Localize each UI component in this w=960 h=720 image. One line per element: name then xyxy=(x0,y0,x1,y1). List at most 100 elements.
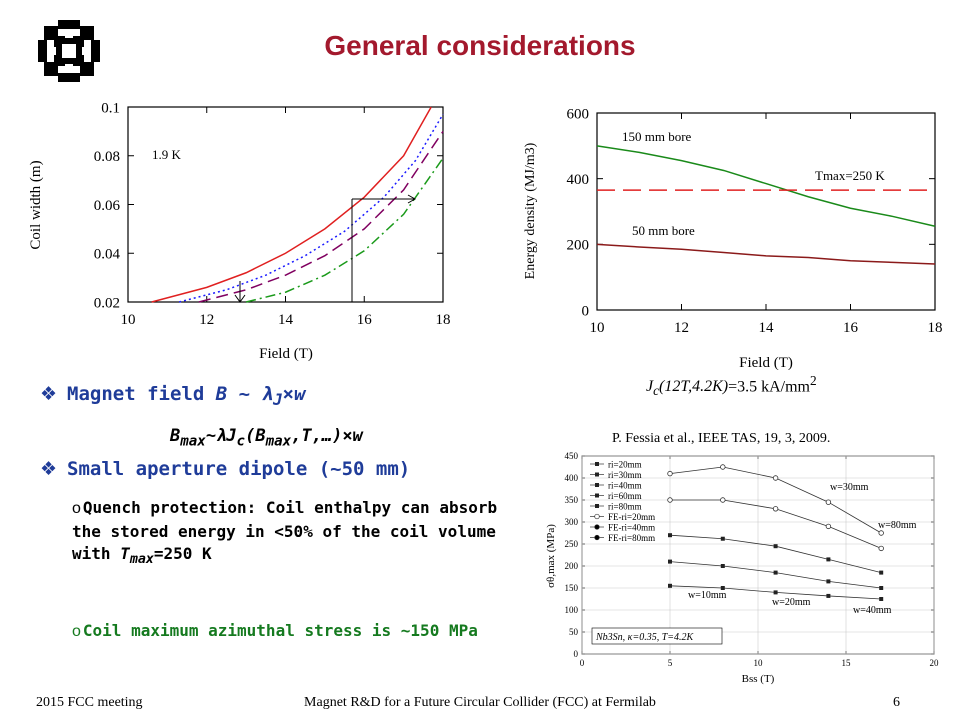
circle-bullet-icon: o xyxy=(72,500,81,517)
slide-title: General considerations xyxy=(324,30,636,61)
y-axis-label: Energy density (MJ/m3) xyxy=(523,142,538,279)
x-tick-label: 12 xyxy=(199,312,214,328)
x-tick-label: 16 xyxy=(357,312,373,328)
energy-series-2 xyxy=(596,243,936,265)
y-tick-label: 200 xyxy=(565,561,579,571)
y-tick-label: 0.06 xyxy=(94,198,121,214)
y-tick-label: 200 xyxy=(567,238,590,254)
diamond-bullet-icon: ❖ xyxy=(40,458,58,480)
y-axis-label: σθ,max (MPa) xyxy=(545,524,557,588)
y-tick-label: 100 xyxy=(565,605,579,615)
legend-marker xyxy=(595,472,599,477)
legend-entry: FE-ri=40mm xyxy=(608,523,655,533)
stress-point xyxy=(667,470,673,477)
legend-entry: ri=20mm xyxy=(608,460,642,470)
stress-point xyxy=(667,497,673,503)
y-tick-label: 600 xyxy=(567,106,590,122)
reference-citation: P. Fessia et al., IEEE TAS, 19, 3, 2009. xyxy=(612,431,831,446)
x-tick-label: 14 xyxy=(759,320,775,336)
x-tick-label: 18 xyxy=(928,320,943,336)
x-tick-label: 10 xyxy=(590,320,605,336)
legend-entry: FE-ri=20mm xyxy=(608,512,655,522)
y-tick-label: 350 xyxy=(565,495,579,505)
footer-title: Magnet R&D for a Future Circular Collide… xyxy=(304,695,656,710)
stress-series-3 xyxy=(669,534,882,573)
footer-page-number: 6 xyxy=(893,695,900,710)
stress-point xyxy=(720,564,725,568)
y-tick-label: 0 xyxy=(582,303,590,319)
legend-marker xyxy=(595,483,599,487)
x-tick-label: 14 xyxy=(278,312,294,328)
stress-point xyxy=(720,586,725,590)
stress-point xyxy=(825,499,832,505)
stress-point xyxy=(668,559,672,564)
x-axis-label: Bss (T) xyxy=(742,673,775,685)
stress-series-2 xyxy=(669,561,882,589)
stress-point xyxy=(826,593,831,598)
w-label-10: w=10mm xyxy=(688,590,727,601)
x-tick-label: 0 xyxy=(580,658,585,668)
stress-point xyxy=(773,570,778,575)
field-formula: B ~ λJ×w xyxy=(215,383,306,409)
legend-entry: ri=60mm xyxy=(608,491,642,501)
stress-point xyxy=(720,464,726,470)
coil-width-series-2 xyxy=(179,113,444,303)
y-tick-label: 50 xyxy=(569,627,579,637)
sub-bullet-quench-protection: o Quench protection: Coil enthalpy can ab… xyxy=(72,498,498,568)
coil-width-series-3 xyxy=(198,130,444,303)
legend-marker xyxy=(595,493,599,498)
coil-width-chart: 10 12 14 16 18 0.02 0.04 0.06 0.08 0.1 1.9 K Fiel… xyxy=(28,100,451,362)
circle-bullet-icon: o xyxy=(72,623,81,640)
legend-entry: FE-ri=80mm xyxy=(608,533,655,543)
stress-point xyxy=(720,497,726,503)
y-tick-label: 450 xyxy=(565,451,579,461)
bullet-magnet-field: ❖ Magnet field B ~ λJ×w xyxy=(40,383,306,409)
stress-point xyxy=(772,506,779,512)
y-tick-label: 150 xyxy=(565,583,579,593)
stress-point xyxy=(772,475,779,481)
legend-entry: ri=80mm xyxy=(608,502,642,512)
sub-bullet-azimuthal-stress: o Coil maximum azimuthal stress is ~150 M… xyxy=(72,621,478,640)
y-tick-label: 0.1 xyxy=(101,100,120,116)
y-tick-label: 0 xyxy=(574,649,579,659)
stress-point xyxy=(878,545,884,552)
diamond-bullet-icon: ❖ xyxy=(40,383,58,405)
legend-marker xyxy=(594,524,600,530)
series-label-tmax: Tmax=250 K xyxy=(815,168,885,183)
x-tick-label: 5 xyxy=(668,658,673,668)
y-tick-label: 300 xyxy=(565,517,579,527)
y-tick-label: 0.02 xyxy=(94,295,120,311)
stress-point xyxy=(773,544,778,549)
temperature-label: 1.9 K xyxy=(152,147,182,162)
w-label-40: w=40mm xyxy=(853,605,892,616)
y-tick-label: 400 xyxy=(567,172,590,188)
legend-entry: ri=30mm xyxy=(608,470,642,480)
stress-point xyxy=(879,597,884,601)
w-label-80: w=80mm xyxy=(878,520,917,531)
legend-entry: ri=40mm xyxy=(608,481,642,491)
fermilab-logo xyxy=(38,20,100,82)
x-tick-label: 12 xyxy=(674,320,689,336)
x-axis-label: Field (T) xyxy=(259,346,313,362)
x-tick-label: 10 xyxy=(121,312,136,328)
w-label-30: w=30mm xyxy=(830,482,869,493)
stress-point xyxy=(826,557,831,562)
inset-label: Nb3Sn, κ=0.35, T=4.2K xyxy=(595,632,695,643)
coil-width-series-1 xyxy=(151,106,432,303)
stress-point xyxy=(879,570,884,575)
y-tick-label: 0.08 xyxy=(94,149,120,165)
critical-current-note: Jc(12T,4.2K)=3.5 kA/mm2 xyxy=(646,373,817,399)
coil-width-series-4 xyxy=(245,157,444,303)
stress-point xyxy=(773,590,778,595)
y-tick-label: 400 xyxy=(565,473,579,483)
x-tick-label: 10 xyxy=(754,658,764,668)
plot-frame xyxy=(127,106,444,303)
x-axis-label: Field (T) xyxy=(739,355,793,370)
stress-point xyxy=(668,583,672,588)
w-label-20: w=20mm xyxy=(772,597,811,608)
inset-box xyxy=(591,627,723,645)
y-tick-label: 250 xyxy=(565,539,579,549)
y-axis-label: Coil width (m) xyxy=(28,160,44,249)
series-label-150mm: 150 mm bore xyxy=(622,129,692,144)
